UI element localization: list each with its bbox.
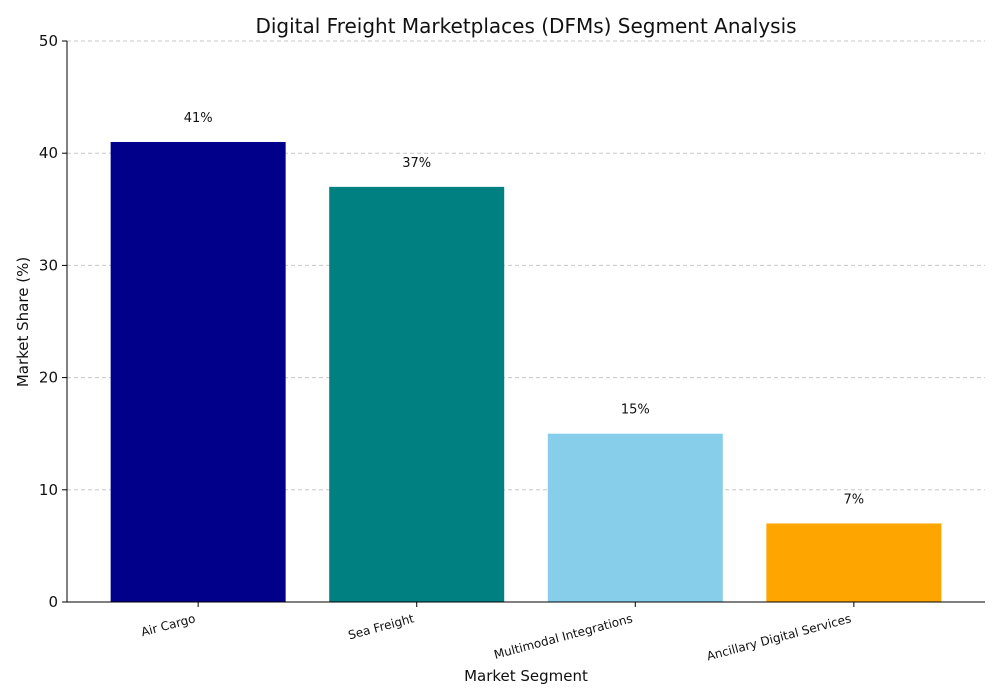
chart-title: Digital Freight Marketplaces (DFMs) Segm… [255,14,796,38]
x-axis-label: Market Segment [464,667,588,685]
x-tick-label: Multimodal Integrations [492,611,634,661]
x-ticks: Air Cargo Sea Freight Multimodal Integrati… [139,602,855,663]
x-tick-label: Ancillary Digital Services [705,611,853,663]
x-tick-label: Air Cargo [139,611,196,639]
bars [110,141,942,603]
bar-data-label: 15% [621,403,650,418]
bar-data-label: 41% [184,111,213,126]
y-tick-label: 30 [39,256,58,274]
y-tick-label: 20 [39,369,58,387]
gridlines [67,40,985,491]
y-tick-label: 50 [39,32,58,50]
y-tick-label: 0 [48,593,58,611]
bar [766,523,942,602]
y-axis-label: Market Share (%) [14,257,32,387]
bar-data-label: 37% [402,156,431,171]
bar [110,141,286,603]
y-tick-label: 40 [39,144,58,162]
x-tick-label: Sea Freight [347,611,416,642]
bar [547,433,723,602]
y-ticks: 0 10 20 30 40 50 [39,32,67,611]
data-labels: 41% 37% 15% 7% [184,111,864,507]
bar [329,186,505,603]
axes [66,41,985,603]
bar-data-label: 7% [844,492,865,507]
y-tick-label: 10 [39,481,58,499]
